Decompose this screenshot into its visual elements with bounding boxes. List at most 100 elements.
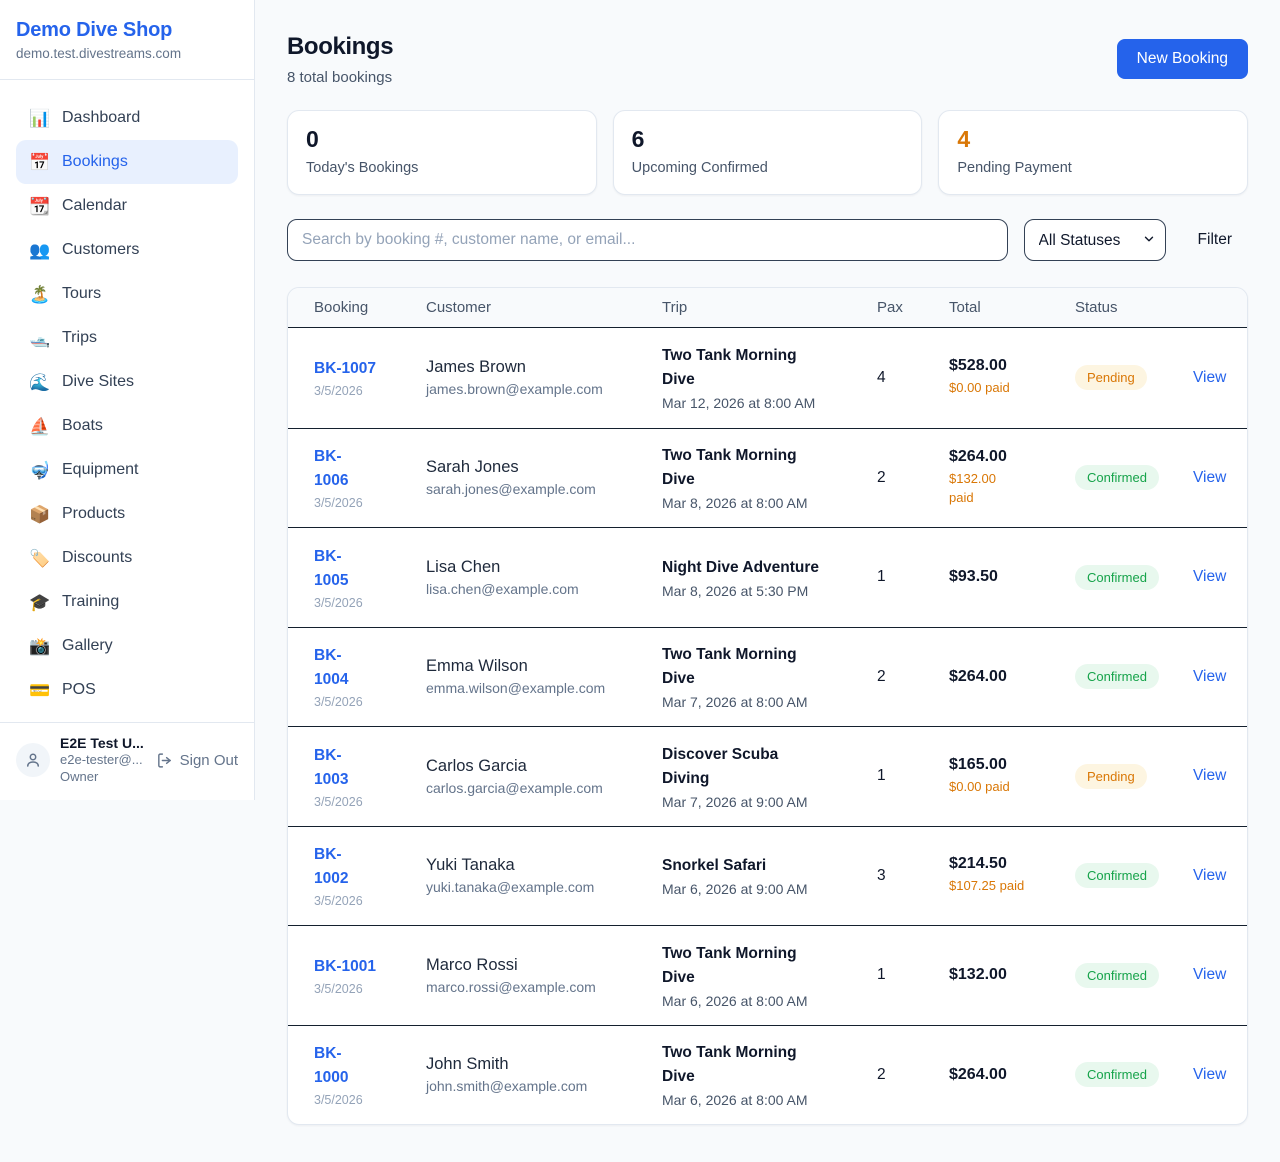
booking-id-link[interactable]: BK-1001 [314, 957, 377, 975]
pax-count: 1 [877, 568, 886, 586]
stat-card-pending-payment: 4 Pending Payment [938, 110, 1249, 195]
sidebar-item-customers[interactable]: 👥 Customers [16, 228, 238, 272]
trip-name: Discover Scuba Diving [662, 745, 779, 787]
calendar-icon: 📆 [29, 196, 51, 216]
booking-id-link[interactable]: BK- 1002 [314, 846, 349, 888]
trip-datetime: Mar 6, 2026 at 9:00 AM [662, 881, 808, 898]
brand[interactable]: Demo Dive Shop [16, 19, 173, 41]
trip-name: Two Tank Morning Dive [662, 1044, 797, 1086]
boats-icon: ⛵ [29, 416, 51, 436]
trip-datetime: Mar 8, 2026 at 5:30 PM [662, 582, 809, 599]
trip-datetime: Mar 7, 2026 at 8:00 AM [662, 694, 808, 711]
sidebar-item-pos[interactable]: 💳 POS [16, 668, 238, 712]
total-amount: $264.00 [949, 667, 1007, 685]
pax-count: 3 [877, 866, 886, 884]
trip-datetime: Mar 7, 2026 at 9:00 AM [662, 793, 808, 810]
pax-count: 2 [877, 468, 886, 486]
view-link[interactable]: View [1193, 468, 1227, 486]
user-box: E2E Test U... e2e-tester@... Owner Sign … [0, 721, 254, 800]
stat-label: Pending Payment [957, 160, 1072, 176]
column-header-status: Status [1075, 299, 1118, 316]
sidebar-item-label: Dive Sites [62, 373, 135, 390]
bookings-icon: 📅 [29, 152, 51, 172]
new-booking-button[interactable]: New Booking [1116, 39, 1248, 79]
booking-id-link[interactable]: BK-1007 [314, 360, 377, 378]
gallery-icon: 📸 [29, 636, 51, 656]
sidebar-item-equipment[interactable]: 🤿 Equipment [16, 448, 238, 492]
table-header: Booking Customer Trip Pax Total Status [288, 288, 1247, 328]
customer-name: John Smith [426, 1055, 509, 1074]
booking-id-link[interactable]: BK- 1000 [314, 1045, 349, 1087]
customer-name: Yuki Tanaka [426, 856, 515, 875]
main-content: Bookings 8 total bookings New Booking 0 … [255, 0, 1280, 1155]
sidebar-item-boats[interactable]: ⛵ Boats [16, 404, 238, 448]
sidebar-nav: 📊 Dashboard 📅 Bookings 📆 Calendar 👥 Cust… [0, 96, 254, 712]
view-link[interactable]: View [1193, 667, 1227, 685]
booking-id-link[interactable]: BK- 1003 [314, 746, 349, 788]
total-amount: $132.00 [949, 966, 1007, 984]
trip-name: Two Tank Morning Dive [662, 447, 797, 489]
sidebar-item-dashboard[interactable]: 📊 Dashboard [16, 96, 238, 140]
column-header-customer: Customer [426, 299, 492, 316]
total-amount: $214.50 [949, 855, 1007, 873]
table-body: BK-1007 3/5/2026 James Brown james.brown… [288, 328, 1247, 1124]
sidebar-item-training[interactable]: 🎓 Training [16, 580, 238, 624]
user-email: e2e-tester@... [60, 751, 143, 767]
brand-domain: demo.test.divestreams.com [16, 46, 182, 61]
customer-name: Lisa Chen [426, 557, 501, 576]
table-row: BK- 1004 3/5/2026 Emma Wilson emma.wilso… [288, 626, 1247, 727]
sidebar-item-label: Gallery [62, 637, 113, 654]
status-badge: Confirmed [1075, 863, 1159, 889]
trip-datetime: Mar 6, 2026 at 8:00 AM [662, 992, 808, 1009]
status-badge: Confirmed [1075, 962, 1159, 988]
sidebar-item-trips[interactable]: 🛥️ Trips [16, 316, 238, 360]
booking-id-link[interactable]: BK- 1006 [314, 448, 349, 490]
equipment-icon: 🤿 [29, 460, 51, 480]
table-row: BK-1001 3/5/2026 Marco Rossi marco.rossi… [288, 925, 1247, 1025]
sidebar-item-products[interactable]: 📦 Products [16, 492, 238, 536]
sidebar-item-calendar[interactable]: 📆 Calendar [16, 184, 238, 228]
sidebar-item-dive-sites[interactable]: 🌊 Dive Sites [16, 360, 238, 404]
pax-count: 4 [877, 368, 886, 386]
sidebar-item-bookings[interactable]: 📅 Bookings [16, 140, 238, 184]
customer-email: john.smith@example.com [426, 1078, 588, 1095]
sidebar-item-tours[interactable]: 🏝️ Tours [16, 272, 238, 316]
sidebar-item-gallery[interactable]: 📸 Gallery [16, 624, 238, 668]
column-header-booking: Booking [314, 299, 369, 316]
pax-count: 1 [877, 966, 886, 984]
trip-datetime: Mar 8, 2026 at 8:00 AM [662, 495, 808, 512]
view-link[interactable]: View [1193, 866, 1227, 884]
customer-name: Sarah Jones [426, 458, 519, 477]
customer-email: lisa.chen@example.com [426, 580, 579, 597]
view-link[interactable]: View [1193, 568, 1227, 586]
customer-name: Emma Wilson [426, 657, 528, 676]
booking-id-link[interactable]: BK- 1004 [314, 647, 349, 689]
status-select[interactable]: All Statuses [1023, 219, 1166, 261]
stat-label: Today's Bookings [306, 160, 419, 176]
tours-icon: 🏝️ [29, 284, 51, 304]
user-info: E2E Test U... e2e-tester@... Owner [60, 735, 146, 786]
view-link[interactable]: View [1193, 1065, 1227, 1083]
booking-date: 3/5/2026 [314, 981, 363, 996]
view-link[interactable]: View [1193, 767, 1227, 785]
search-input[interactable] [287, 219, 1008, 261]
customer-email: sarah.jones@example.com [426, 481, 596, 498]
trip-name: Snorkel Safari [662, 857, 767, 875]
stat-card-todays-bookings: 0 Today's Bookings [287, 110, 597, 195]
user-name: E2E Test U... [60, 734, 144, 751]
booking-date: 3/5/2026 [314, 794, 363, 809]
stat-label: Upcoming Confirmed [631, 160, 768, 176]
customer-email: james.brown@example.com [426, 381, 603, 398]
sidebar-item-label: Trips [62, 329, 97, 346]
view-link[interactable]: View [1193, 966, 1227, 984]
sidebar-item-label: Equipment [62, 461, 139, 478]
bookings-table: Booking Customer Trip Pax Total Status B… [287, 287, 1248, 1125]
dashboard-icon: 📊 [29, 108, 51, 128]
sidebar-item-discounts[interactable]: 🏷️ Discounts [16, 536, 238, 580]
booking-date: 3/5/2026 [314, 384, 363, 399]
booking-id-link[interactable]: BK- 1005 [314, 547, 349, 589]
sign-out-button[interactable]: Sign Out [156, 752, 238, 769]
table-row: BK- 1006 3/5/2026 Sarah Jones sarah.jone… [288, 427, 1247, 528]
sidebar-item-label: POS [62, 681, 96, 698]
view-link[interactable]: View [1193, 368, 1227, 386]
